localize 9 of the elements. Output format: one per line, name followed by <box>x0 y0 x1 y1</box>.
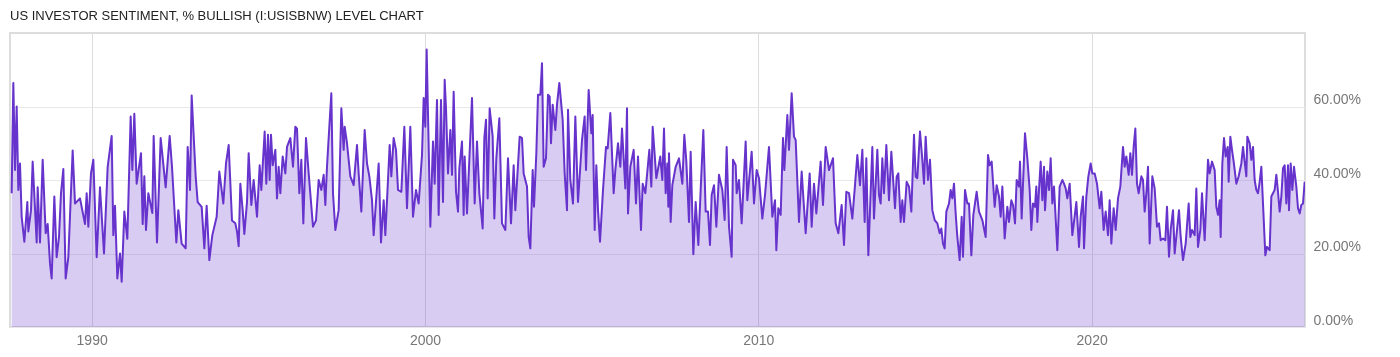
y-tick-label: 40.00% <box>1313 164 1361 181</box>
x-tick-label: 2020 <box>1076 331 1108 348</box>
y-tick-label: 20.00% <box>1313 238 1361 254</box>
y-tick-label: 60.00% <box>1313 91 1361 107</box>
x-tick-label: 1990 <box>76 331 108 348</box>
chart-title: US INVESTOR SENTIMENT, % BULLISH (I:USISBNW) LEVEL CHART <box>10 8 424 23</box>
y-tick-label: 0.00% <box>1313 311 1354 328</box>
x-tick-label: 2000 <box>409 331 442 348</box>
x-tick-label: 2010 <box>743 331 775 348</box>
